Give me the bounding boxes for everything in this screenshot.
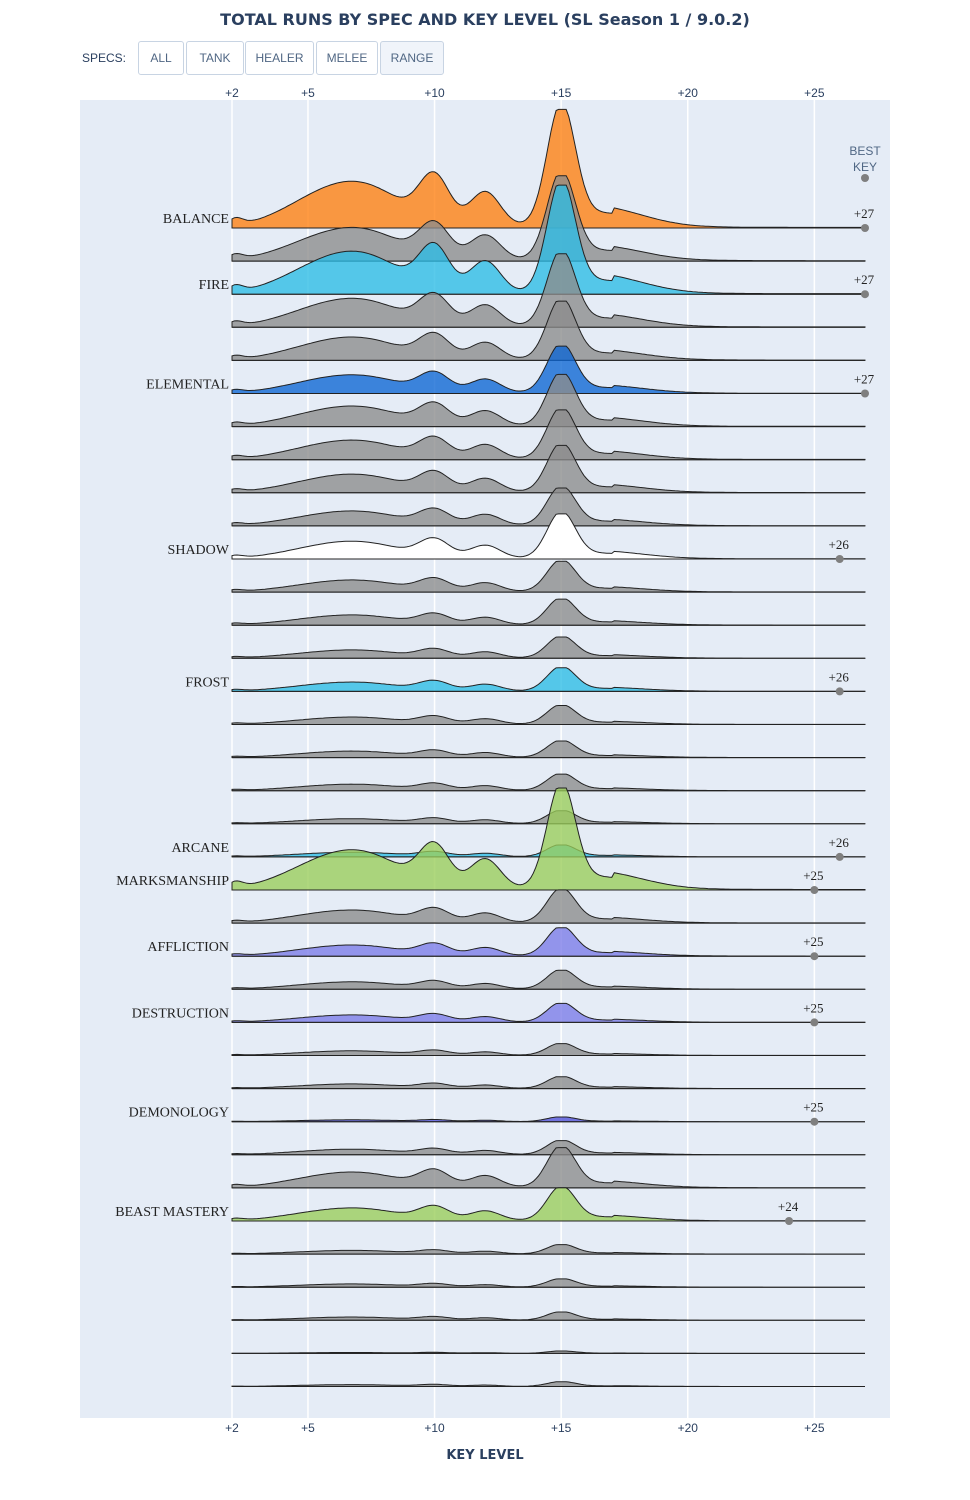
filter-healer-button[interactable]: HEALER: [245, 41, 314, 75]
chart-title: TOTAL RUNS BY SPEC AND KEY LEVEL (SL Sea…: [220, 10, 750, 29]
x-tick-label-top: +20: [678, 86, 699, 100]
x-tick-label-top: +10: [424, 86, 445, 100]
best-key-value: +25: [803, 868, 823, 883]
spec-label: MARKSMANSHIP: [116, 874, 229, 889]
ridge-row: [231, 773, 866, 792]
spec-label: BEAST MASTERY: [115, 1205, 229, 1220]
best-key-point: [810, 1117, 819, 1126]
ridge-destruction: DESTRUCTION +25: [132, 1000, 866, 1027]
ridge-beast-mastery: BEAST MASTERY +24: [115, 1187, 866, 1225]
ridge-demonology: DEMONOLOGY +25: [129, 1100, 865, 1126]
best-key-point: [810, 1018, 819, 1027]
spec-label: DESTRUCTION: [132, 1006, 229, 1021]
filter-range-button[interactable]: RANGE: [380, 41, 444, 75]
x-tick-label-bottom: +25: [804, 1421, 825, 1435]
ridge-row: [231, 444, 866, 494]
best-key-point: [835, 852, 844, 861]
x-tick-label-bottom: +20: [678, 1421, 699, 1435]
ridge-row: [231, 560, 866, 593]
ridge-row: [231, 969, 866, 990]
best-key-point: [861, 290, 869, 299]
ridge-area: [231, 787, 866, 891]
ridge-row: [231, 1244, 865, 1255]
best-key-marker: [861, 174, 869, 182]
ridge-row: [231, 1140, 866, 1156]
filter-tank-button[interactable]: TANK: [186, 41, 244, 75]
ridge-marksmanship: MARKSMANSHIP +25: [116, 787, 866, 894]
best-key-point: [810, 886, 819, 894]
x-axis-bottom: +2 +5 +10 +15 +20 +25: [225, 1421, 825, 1435]
best-key-value: +26: [829, 835, 850, 850]
best-key-point: [835, 555, 844, 563]
best-key-point: [861, 224, 869, 232]
best-key-label-line2: KEY: [853, 160, 877, 174]
best-key-point: [861, 389, 869, 398]
ridge-row: [231, 1147, 866, 1189]
ridge-row: [231, 740, 866, 759]
x-tick-label-top: +5: [301, 86, 315, 100]
specs-label: SPECS:: [82, 51, 127, 65]
ridge-affliction: AFFLICTION +25: [147, 927, 866, 961]
ridge-frost: FROST +26: [185, 667, 866, 696]
x-axis-title: KEY LEVEL: [446, 1448, 524, 1463]
best-key-value: +26: [829, 537, 850, 552]
x-tick-label-bottom: +15: [551, 1421, 572, 1435]
x-tick-label-top: +15: [551, 86, 572, 100]
best-key-value: +27: [854, 272, 875, 287]
x-tick-label-bottom: +10: [424, 1421, 445, 1435]
ridge-row: [231, 1043, 866, 1056]
ridge-area: [231, 108, 866, 229]
best-key-value: +25: [803, 934, 823, 949]
best-key-point: [785, 1217, 794, 1225]
best-key-label-line1: BEST: [849, 144, 881, 158]
best-key-value: +26: [829, 669, 850, 684]
best-key-value: +25: [803, 1100, 823, 1115]
ridge-row: [231, 1311, 865, 1321]
best-key-value: +27: [854, 372, 875, 387]
ridge-row: [231, 487, 866, 527]
spec-label: FROST: [185, 675, 229, 690]
best-key-value: +27: [854, 206, 875, 221]
filter-all-button[interactable]: ALL: [138, 41, 184, 75]
spec-label: DEMONOLOGY: [129, 1106, 229, 1121]
x-tick-label-bottom: +2: [225, 1421, 239, 1435]
best-key-value: +24: [778, 1199, 799, 1214]
ridge-elemental: ELEMENTAL +27: [146, 345, 875, 398]
ridge-area: [231, 184, 866, 295]
ridge-row: [231, 1381, 865, 1387]
ridge-row: [231, 1350, 865, 1354]
ridge-row: [231, 705, 866, 725]
spec-label: AFFLICTION: [147, 940, 229, 955]
spec-label: SHADOW: [168, 543, 230, 558]
ridge-row: [231, 636, 866, 659]
ridge-row: [231, 598, 866, 626]
ridge-row: [231, 889, 866, 924]
ridge-row: [231, 1076, 866, 1090]
ridge-fire: FIRE +27: [199, 184, 875, 299]
best-key-point: [835, 687, 844, 696]
ridge-row: [231, 1278, 865, 1288]
spec-label: ARCANE: [171, 841, 229, 856]
filter-melee-button[interactable]: MELEE: [316, 41, 378, 75]
spec-label: FIRE: [199, 278, 229, 293]
best-key-value: +25: [803, 1000, 823, 1015]
x-axis-top: +2 +5 +10 +15 +20 +25: [225, 86, 825, 100]
x-tick-label-top: +2: [225, 86, 239, 100]
best-key-point: [810, 952, 819, 961]
best-key-header: BEST KEY: [849, 144, 881, 182]
x-tick-label-top: +25: [804, 86, 825, 100]
spec-label: BALANCE: [163, 212, 229, 227]
ridge-shadow: SHADOW +26: [168, 513, 866, 563]
x-tick-label-bottom: +5: [301, 1421, 315, 1435]
spec-label: ELEMENTAL: [146, 378, 229, 393]
